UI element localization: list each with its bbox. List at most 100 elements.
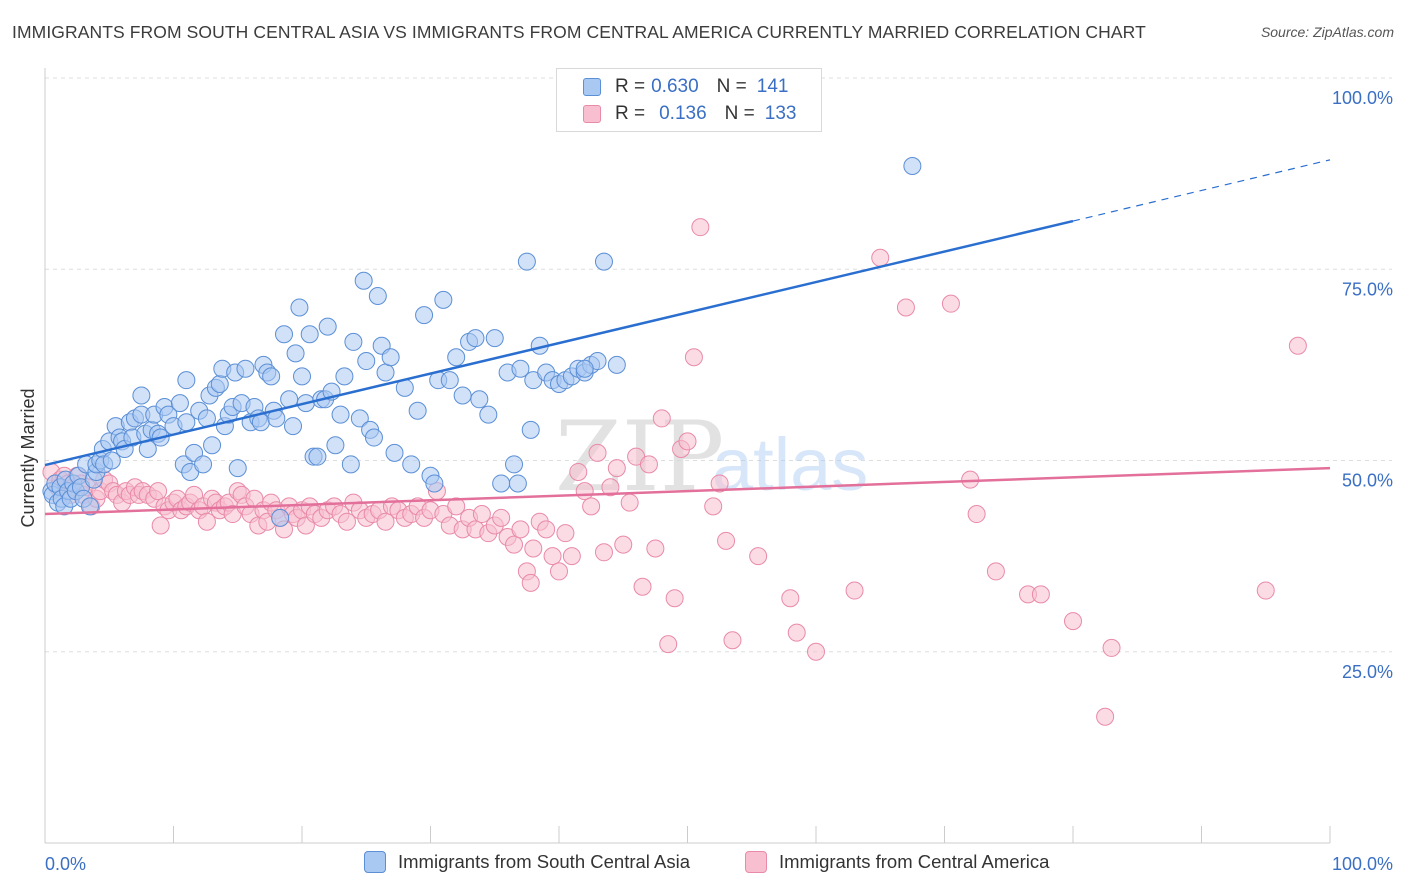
correlation-legend: R = 0.630 N = 141 R = 0.136 N = 133 bbox=[556, 68, 822, 132]
y-axis-label: Currently Married bbox=[18, 388, 38, 527]
pink-point bbox=[582, 497, 601, 516]
blue-point bbox=[594, 252, 613, 271]
blue-point bbox=[170, 394, 189, 413]
pink-point bbox=[537, 520, 556, 539]
pink-point bbox=[871, 248, 890, 267]
blue-trend-line bbox=[44, 219, 1074, 467]
blue-point bbox=[607, 355, 626, 374]
pink-point bbox=[1102, 638, 1121, 657]
blue-point bbox=[228, 459, 247, 478]
pink-point bbox=[787, 623, 806, 642]
blue-point bbox=[331, 405, 350, 424]
blue-point bbox=[368, 287, 387, 306]
blue-point bbox=[505, 455, 524, 474]
blue-point bbox=[300, 325, 319, 344]
y-tick-label: 25.0% bbox=[1342, 662, 1393, 682]
pink-point bbox=[524, 539, 543, 558]
blue-point bbox=[376, 363, 395, 382]
blue-point bbox=[575, 359, 594, 378]
blue-point bbox=[350, 409, 369, 428]
pink-series-points bbox=[42, 218, 1307, 726]
pink-point bbox=[684, 348, 703, 367]
blue-point bbox=[492, 474, 511, 493]
blue-point bbox=[447, 348, 466, 367]
blue-point bbox=[385, 443, 404, 462]
pink-point bbox=[665, 589, 684, 608]
pink-point bbox=[620, 493, 639, 512]
blue-point bbox=[262, 367, 281, 386]
pink-point bbox=[691, 218, 710, 237]
blue-point bbox=[286, 344, 305, 363]
pink-point bbox=[646, 539, 665, 558]
blue-point bbox=[485, 329, 504, 348]
pink-point bbox=[607, 459, 626, 478]
pink-point bbox=[505, 535, 524, 554]
bottom-legend-label-blue: Immigrants from South Central Asia bbox=[398, 851, 690, 872]
blue-point bbox=[210, 375, 229, 393]
legend-swatch-pink bbox=[583, 105, 601, 123]
x-tick-label: 100.0% bbox=[1332, 854, 1393, 874]
blue-point bbox=[293, 367, 311, 386]
pink-point bbox=[614, 535, 633, 554]
blue-point bbox=[80, 497, 99, 516]
chart-title: IMMIGRANTS FROM SOUTH CENTRAL ASIA VS IM… bbox=[12, 22, 1146, 42]
pink-point bbox=[594, 543, 613, 562]
blue-point bbox=[203, 436, 222, 455]
blue-point bbox=[381, 348, 400, 367]
pink-point bbox=[337, 512, 356, 531]
blue-point bbox=[402, 455, 421, 474]
blue-point bbox=[132, 386, 151, 405]
tick-labels: 25.0% 50.0% 75.0% 100.0% 0.0% 100.0% bbox=[45, 88, 1393, 874]
pink-point bbox=[639, 455, 658, 474]
legend-r-label: R = bbox=[615, 76, 646, 97]
legend-n-value: 133 bbox=[764, 103, 797, 124]
pink-point bbox=[556, 524, 575, 543]
pink-point bbox=[562, 547, 581, 566]
watermark-atlas: atlas bbox=[712, 423, 868, 506]
pink-point bbox=[896, 298, 915, 317]
blue-point bbox=[275, 325, 294, 344]
pink-point bbox=[521, 573, 540, 592]
pink-point bbox=[941, 294, 960, 313]
pink-point bbox=[543, 547, 562, 566]
blue-point bbox=[335, 367, 354, 386]
legend-r-label: R = bbox=[615, 103, 646, 124]
pink-point bbox=[704, 497, 723, 516]
blue-point bbox=[318, 317, 337, 336]
legend-swatch-blue bbox=[583, 78, 601, 96]
pink-point bbox=[472, 505, 491, 524]
pink-point bbox=[749, 547, 768, 566]
pink-point bbox=[845, 581, 864, 600]
blue-point bbox=[479, 405, 498, 424]
pink-point bbox=[601, 478, 620, 497]
blue-point bbox=[470, 390, 489, 409]
pink-point bbox=[376, 512, 395, 531]
pink-point bbox=[1288, 336, 1307, 355]
y-tick-label: 75.0% bbox=[1342, 279, 1393, 299]
pink-point bbox=[633, 577, 652, 596]
blue-point bbox=[177, 371, 196, 390]
legend-n-value: 141 bbox=[756, 76, 789, 97]
blue-point bbox=[521, 420, 540, 439]
blue-point bbox=[308, 447, 327, 466]
pink-trend-line bbox=[44, 466, 1331, 516]
pink-point bbox=[197, 512, 216, 531]
blue-point bbox=[344, 332, 363, 351]
legend-n-label: N = bbox=[716, 76, 747, 97]
blue-point bbox=[326, 436, 345, 455]
blue-point bbox=[341, 455, 360, 474]
source-note: Source: ZipAtlas.com bbox=[1260, 24, 1394, 40]
pink-point bbox=[659, 635, 678, 654]
legend-n-label: N = bbox=[724, 103, 755, 124]
pink-point bbox=[678, 432, 697, 451]
blue-point bbox=[466, 329, 485, 348]
legend-r-value: 0.136 bbox=[659, 103, 707, 124]
pink-point bbox=[511, 520, 530, 539]
bottom-legend-swatch-pink bbox=[745, 851, 767, 873]
blue-point bbox=[284, 417, 303, 436]
x-tick-label: 0.0% bbox=[45, 854, 86, 874]
pink-point bbox=[588, 443, 607, 462]
pink-point bbox=[1096, 707, 1115, 726]
pink-point bbox=[569, 462, 588, 481]
